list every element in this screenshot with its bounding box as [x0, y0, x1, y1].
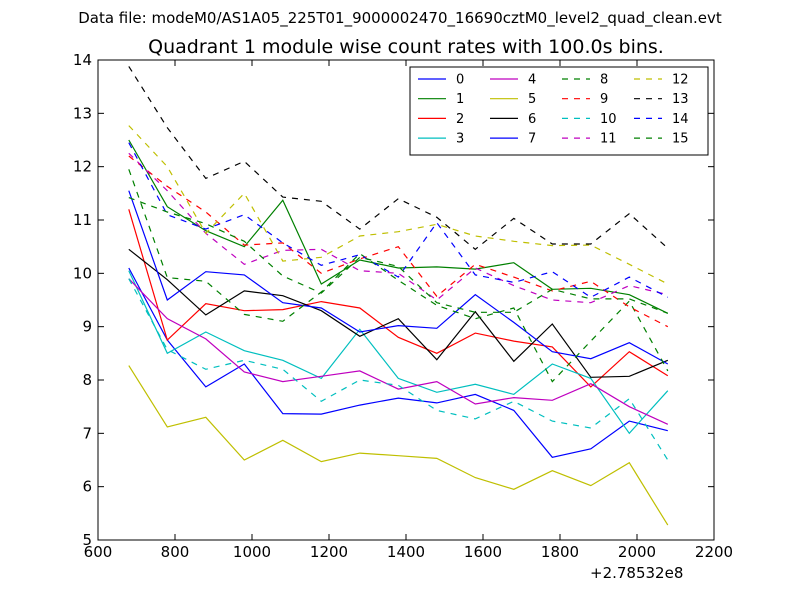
- y-tick-label: 14: [73, 51, 92, 69]
- legend-label-14: 14: [672, 112, 689, 127]
- legend-box: [409, 66, 709, 156]
- legend-label-8: 8: [600, 73, 608, 88]
- y-tick-label: 9: [82, 318, 92, 336]
- x-tick-label: 2000: [618, 543, 656, 561]
- y-tick-label: 13: [73, 104, 92, 122]
- series-line-8: [128, 169, 669, 383]
- x-tick-label: 1000: [233, 543, 271, 561]
- y-tick-label: 8: [82, 371, 92, 389]
- x-tick-label: 2200: [695, 543, 733, 561]
- y-tick-label: 7: [82, 424, 92, 442]
- legend-label-0: 0: [456, 73, 464, 88]
- series-line-5: [128, 365, 669, 526]
- x-tick-label: 1600: [464, 543, 502, 561]
- legend-label-10: 10: [600, 112, 617, 127]
- series-line-12: [128, 125, 669, 285]
- y-tick-label: 11: [73, 211, 92, 229]
- suptitle: Data file: modeM0/AS1A05_225T01_90000024…: [78, 9, 722, 27]
- legend-label-7: 7: [528, 132, 536, 147]
- series-line-1: [128, 139, 669, 314]
- series-line-4: [128, 278, 669, 425]
- legend-label-2: 2: [456, 112, 464, 127]
- legend-label-12: 12: [672, 73, 689, 88]
- x-tick-label: 1400: [387, 543, 425, 561]
- legend-label-13: 13: [672, 92, 689, 107]
- y-tick-label: 5: [82, 531, 92, 549]
- x-tick-label: 800: [161, 543, 190, 561]
- chart-title: Quadrant 1 module wise count rates with …: [148, 36, 664, 58]
- x-tick-label: 1800: [541, 543, 579, 561]
- series-lines: [128, 66, 669, 526]
- x-tick-label: 600: [84, 543, 113, 561]
- legend-label-6: 6: [528, 112, 536, 127]
- legend-label-3: 3: [456, 132, 464, 147]
- legend-label-11: 11: [600, 132, 617, 147]
- y-tick-label: 10: [73, 264, 92, 282]
- series-line-6: [128, 248, 669, 378]
- series-line-3: [128, 270, 669, 435]
- legend-label-5: 5: [528, 92, 536, 107]
- y-tick-label: 12: [73, 158, 92, 176]
- legend-label-4: 4: [528, 73, 536, 88]
- legend-label-9: 9: [600, 92, 608, 107]
- series-line-7: [128, 190, 669, 365]
- series-line-13: [128, 66, 669, 251]
- legend-label-1: 1: [456, 92, 464, 107]
- series-line-9: [128, 155, 669, 328]
- series-line-0: [128, 267, 668, 458]
- legend-label-15: 15: [672, 132, 689, 147]
- series-line-10: [128, 278, 669, 461]
- axes: 600 800 1000 1200 1400 1600 1800 2000 2200 5 6 7 8 9 1…: [73, 51, 733, 561]
- x-tick-label: 1200: [310, 543, 348, 561]
- series-line-11: [128, 152, 668, 304]
- y-tick-label: 6: [82, 478, 92, 496]
- series-line-14: [128, 142, 669, 298]
- x-offset-label: +2.78532e8: [590, 564, 684, 582]
